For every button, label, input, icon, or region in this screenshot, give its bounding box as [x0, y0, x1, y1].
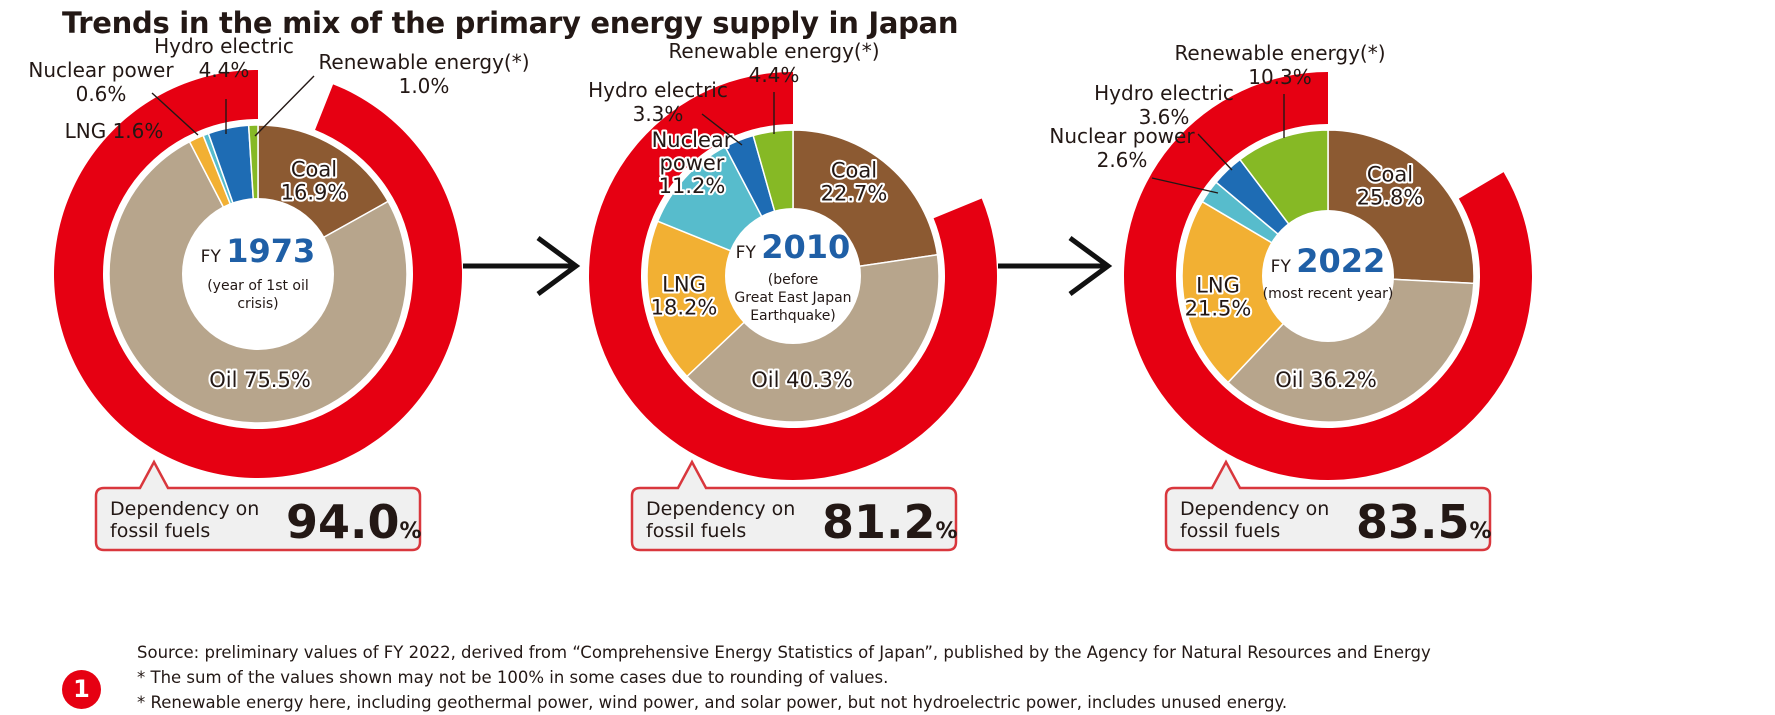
dependency-label: fossil fuels: [1180, 520, 1280, 542]
dependency-unit: %: [1470, 519, 1492, 544]
dependency-callout-box: [1164, 459, 1492, 552]
arrow-head: [1068, 235, 1113, 297]
segment-label-nuclear-power: Nuclear: [652, 128, 733, 152]
segment-label-hydro-electric: Hydro electric: [1094, 81, 1234, 105]
chart-title: Trends in the mix of the primary energy …: [62, 6, 959, 40]
leader-line-hydro-electric: [701, 113, 743, 146]
segment-label-lng: LNG 1.6%: [65, 119, 164, 143]
segment-label-renewable-energy: 1.0%: [399, 74, 450, 98]
segment-label-oil: Oil 36.2%: [1275, 368, 1377, 392]
dependency-label: Dependency on: [646, 498, 795, 520]
segment-label-hydro-electric: 3.6%: [1139, 105, 1190, 129]
fiscal-year-label: FY 1973: [201, 232, 316, 270]
dependency-label: Dependency on: [1180, 498, 1329, 520]
segment-label-oil: Oil 75.5%: [209, 368, 311, 392]
segment-label-nuclear-power: 2.6%: [1097, 148, 1148, 172]
fy-subtitle-line: (before: [768, 272, 819, 288]
fy-year: 1973: [226, 232, 315, 270]
leader-line-nuclear-power: [1151, 177, 1219, 194]
segment-label-oil: Oil 40.3%: [751, 368, 853, 392]
segment-label-nuclear-power: Nuclear power: [1049, 124, 1195, 148]
fy-subtitle-line: Earthquake): [750, 308, 836, 324]
figure-number-badge: 1: [62, 670, 101, 709]
donut-hole: [1262, 210, 1394, 342]
dependency-unit: %: [400, 519, 422, 544]
segment-label-hydro-electric: Hydro electric: [588, 78, 728, 102]
segment-label-renewable-energy: Renewable energy(*): [318, 50, 529, 74]
segment-label-lng: 21.5%: [1185, 297, 1252, 321]
segment-label-coal: 22.7%: [821, 182, 888, 206]
fy-year: 2010: [761, 228, 850, 266]
dependency-number: 83.5: [1356, 495, 1470, 549]
dependency-label: Dependency on: [110, 498, 259, 520]
segment-label-hydro-electric: Hydro electric: [154, 34, 294, 58]
segment-label-nuclear-power: Nuclear power: [28, 58, 174, 82]
source-notes: Source: preliminary values of FY 2022, d…: [137, 640, 1431, 715]
segment-label-renewable-energy: Renewable energy(*): [668, 39, 879, 63]
donut-hole: [182, 198, 334, 350]
segment-label-nuclear-power: power: [660, 151, 725, 175]
donut-charts: FY 1973(year of 1st oilcrisis)Coal16.9%O…: [28, 34, 1533, 552]
fiscal-year-label: FY 2010: [736, 228, 851, 266]
segment-label-lng: LNG: [1196, 274, 1240, 298]
segment-label-lng: 18.2%: [651, 296, 718, 320]
segment-label-nuclear-power: 0.6%: [76, 82, 127, 106]
dependency-label: fossil fuels: [646, 520, 746, 542]
fy-year: 2022: [1296, 242, 1385, 280]
leader-line-nuclear-power: [151, 92, 199, 136]
segment-label-hydro-electric: 3.3%: [633, 102, 684, 126]
dependency-callout-box: [94, 459, 422, 552]
source-note: Source: preliminary values of FY 2022, d…: [137, 643, 1431, 662]
segment-label-renewable-energy: Renewable energy(*): [1174, 41, 1385, 65]
dependency-value: 83.5%: [1356, 495, 1492, 549]
arrow-head: [536, 235, 581, 297]
renewable-note: * Renewable energy here, including geoth…: [137, 693, 1288, 712]
dependency-number: 94.0: [286, 495, 400, 549]
transition-arrows: [463, 235, 1113, 297]
fy-subtitle-line: (year of 1st oil: [207, 278, 309, 294]
segment-label-coal: Coal: [831, 159, 877, 183]
leader-line-renewable-energy: [254, 75, 315, 137]
rounding-note: * The sum of the values shown may not be…: [137, 668, 889, 687]
dependency-value: 94.0%: [286, 495, 422, 549]
dependency-callout-box: [630, 459, 958, 552]
segment-label-renewable-energy: 4.4%: [749, 63, 800, 87]
leader-line-hydro-electric: [1197, 133, 1233, 171]
segment-label-renewable-energy: 10.3%: [1248, 65, 1312, 89]
fy-prefix: FY: [1271, 257, 1297, 277]
fy-subtitle-line: (most recent year): [1263, 286, 1394, 302]
right-arrow-icon: [463, 235, 581, 297]
segment-label-coal: Coal: [291, 158, 337, 182]
segment-label-hydro-electric: 4.4%: [199, 58, 250, 82]
segment-label-coal: 16.9%: [281, 181, 348, 205]
segment-label-lng: LNG: [662, 273, 706, 297]
pie-slice-lng: [646, 220, 795, 378]
donut-chart-fy2010: FY 2010 (before Great East Japan Earthquake…: [588, 39, 997, 552]
fy-prefix: FY: [736, 243, 762, 263]
segment-label-nuclear-power: 11.2%: [659, 174, 726, 198]
dependency-label: fossil fuels: [110, 520, 210, 542]
fiscal-year-label: FY 2022: [1271, 242, 1386, 280]
dependency-number: 81.2: [822, 495, 936, 549]
dependency-unit: %: [936, 519, 958, 544]
pie-slice-oil: [1226, 275, 1475, 423]
dependency-value: 81.2%: [822, 495, 958, 549]
fy-subtitle-line: Great East Japan: [734, 290, 851, 306]
pie-slice-lng: [1181, 200, 1330, 384]
fy-subtitle-line: crisis): [237, 296, 278, 312]
right-arrow-icon: [998, 235, 1113, 297]
fy-prefix: FY: [201, 247, 227, 267]
segment-label-coal: Coal: [1367, 163, 1413, 187]
segment-label-coal: 25.8%: [1357, 186, 1424, 210]
donut-hole: [725, 208, 861, 344]
